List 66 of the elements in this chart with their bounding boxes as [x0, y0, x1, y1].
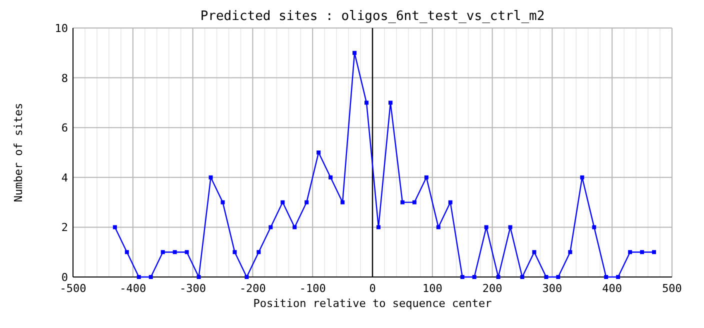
point — [316, 150, 321, 154]
x-tick-label: -100 — [299, 282, 326, 295]
y-tick-label: 4 — [61, 171, 68, 184]
point — [628, 250, 632, 254]
point — [124, 250, 129, 254]
point — [364, 100, 369, 105]
point — [448, 200, 452, 204]
point — [412, 200, 416, 204]
point — [436, 225, 440, 230]
x-tick-label: -200 — [239, 282, 266, 295]
point — [580, 175, 584, 180]
x-tick-label: 100 — [422, 282, 442, 295]
point — [256, 250, 261, 254]
point — [568, 250, 572, 254]
point — [400, 200, 404, 204]
x-tick-label: -500 — [60, 282, 86, 295]
point — [640, 250, 644, 254]
point — [232, 250, 237, 254]
point — [148, 275, 153, 279]
point — [328, 175, 333, 180]
x-tick-label: 0 — [369, 282, 376, 295]
point — [196, 275, 201, 279]
point — [508, 225, 512, 230]
x-axis-title: Position relative to sequence center — [253, 297, 492, 310]
point — [136, 275, 141, 279]
y-tick-label: 10 — [54, 22, 68, 35]
point — [544, 275, 548, 279]
point — [520, 275, 524, 279]
point — [340, 200, 345, 204]
y-tick-label: 8 — [61, 72, 68, 85]
point — [112, 225, 117, 230]
point — [424, 175, 428, 180]
point — [388, 100, 392, 105]
y-axis-title: Number of sites — [12, 102, 25, 202]
point — [220, 200, 225, 204]
x-tick-label: 200 — [482, 282, 502, 295]
point — [460, 275, 464, 279]
point — [172, 250, 177, 254]
point — [268, 225, 273, 230]
point — [352, 50, 357, 55]
point — [376, 225, 380, 230]
point — [160, 250, 165, 254]
y-tick-label: 2 — [61, 221, 68, 234]
y-tick-label: 0 — [61, 271, 68, 284]
point — [280, 200, 285, 204]
x-tick-label: -300 — [180, 282, 206, 295]
point — [652, 250, 656, 254]
point — [244, 275, 249, 279]
point — [472, 275, 476, 279]
point — [592, 225, 596, 230]
point — [604, 275, 608, 279]
point — [616, 275, 620, 279]
x-tick-label: 400 — [602, 282, 622, 295]
point — [556, 275, 560, 279]
point — [304, 200, 309, 204]
point — [208, 175, 213, 180]
point — [532, 250, 536, 254]
y-tick-label: 6 — [61, 122, 68, 135]
x-tick-label: 500 — [662, 282, 682, 295]
x-tick-label: 300 — [542, 282, 562, 295]
point — [292, 225, 297, 230]
point — [496, 275, 500, 279]
point — [484, 225, 488, 230]
chart-title: Predicted sites : oligos_6nt_test_vs_ctrl_m2 — [200, 9, 545, 24]
x-tick-label: -400 — [120, 282, 146, 295]
point — [184, 250, 189, 254]
